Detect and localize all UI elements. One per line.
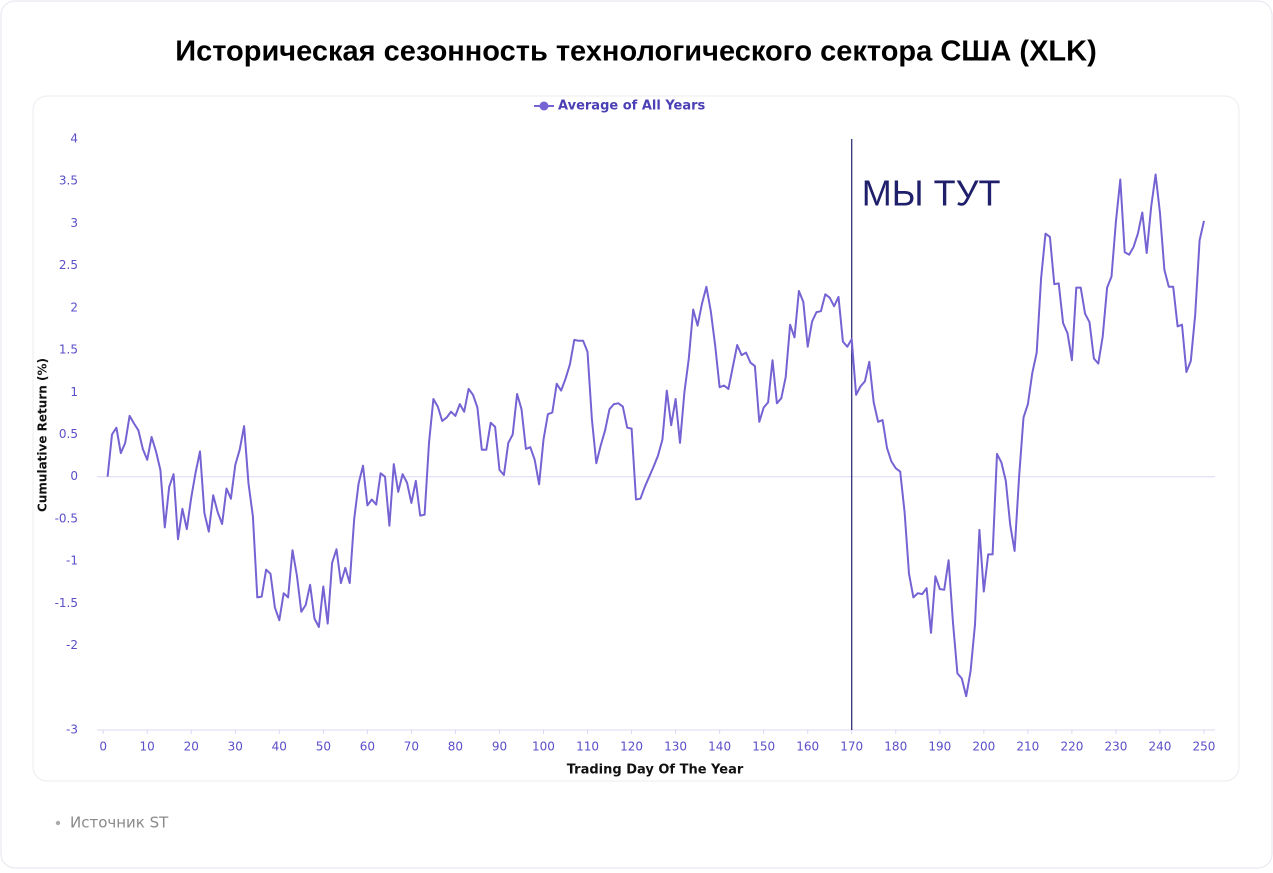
y-tick-label: 1 — [70, 385, 78, 399]
chart-title: Историческая сезонность технологического… — [175, 36, 1097, 68]
x-tick-label: 40 — [272, 740, 287, 754]
y-tick-label: -2 — [66, 638, 78, 652]
x-tick-label: 90 — [492, 740, 507, 754]
y-tick-label: -1 — [66, 554, 78, 568]
source: Источник ST — [70, 814, 169, 832]
y-tick-label: 2.5 — [59, 258, 78, 272]
x-tick-label: 100 — [532, 740, 555, 754]
x-tick-label: 240 — [1149, 740, 1172, 754]
x-tick-label: 170 — [840, 740, 863, 754]
y-tick-label: 3.5 — [59, 174, 78, 188]
x-tick-label: 140 — [708, 740, 731, 754]
x-axis-label: Trading Day Of The Year — [567, 763, 744, 778]
y-tick-label: -0.5 — [55, 511, 78, 525]
chart-card — [32, 95, 1240, 782]
y-tick-label: 2 — [70, 300, 78, 314]
x-tick-label: 110 — [576, 740, 599, 754]
y-tick-label: -1.5 — [55, 596, 78, 610]
x-tick-label: 180 — [884, 740, 907, 754]
y-tick-label: 0.5 — [59, 427, 78, 441]
x-tick-label: 120 — [620, 740, 643, 754]
x-tick-label: 210 — [1016, 740, 1039, 754]
legend-marker — [539, 101, 549, 111]
y-tick-label: -3 — [66, 723, 78, 737]
x-tick-label: 0 — [99, 740, 107, 754]
y-tick-label: 0 — [70, 469, 78, 483]
x-tick-label: 50 — [316, 740, 331, 754]
legend-label: Average of All Years — [558, 99, 706, 114]
x-tick-label: 30 — [228, 740, 243, 754]
y-axis-label: Cumulative Return (%) — [36, 358, 50, 512]
source-bullet — [55, 820, 61, 826]
x-tick-label: 60 — [360, 740, 375, 754]
x-tick-label: 130 — [664, 740, 687, 754]
x-tick-label: 230 — [1104, 740, 1127, 754]
x-tick-label: 200 — [972, 740, 995, 754]
x-tick-label: 250 — [1193, 740, 1216, 754]
y-tick-label: 1.5 — [59, 343, 78, 357]
x-tick-label: 80 — [448, 740, 463, 754]
annotation-text: МЫ ТУТ — [862, 173, 1001, 214]
y-tick-label: 3 — [70, 216, 78, 230]
x-tick-label: 220 — [1060, 740, 1083, 754]
x-tick-label: 10 — [140, 740, 155, 754]
y-tick-label: 4 — [70, 132, 78, 146]
x-tick-label: 160 — [796, 740, 819, 754]
x-tick-label: 70 — [404, 740, 419, 754]
x-tick-label: 190 — [928, 740, 951, 754]
x-tick-label: 150 — [752, 740, 775, 754]
x-tick-label: 20 — [184, 740, 199, 754]
series-line — [106, 173, 1205, 698]
